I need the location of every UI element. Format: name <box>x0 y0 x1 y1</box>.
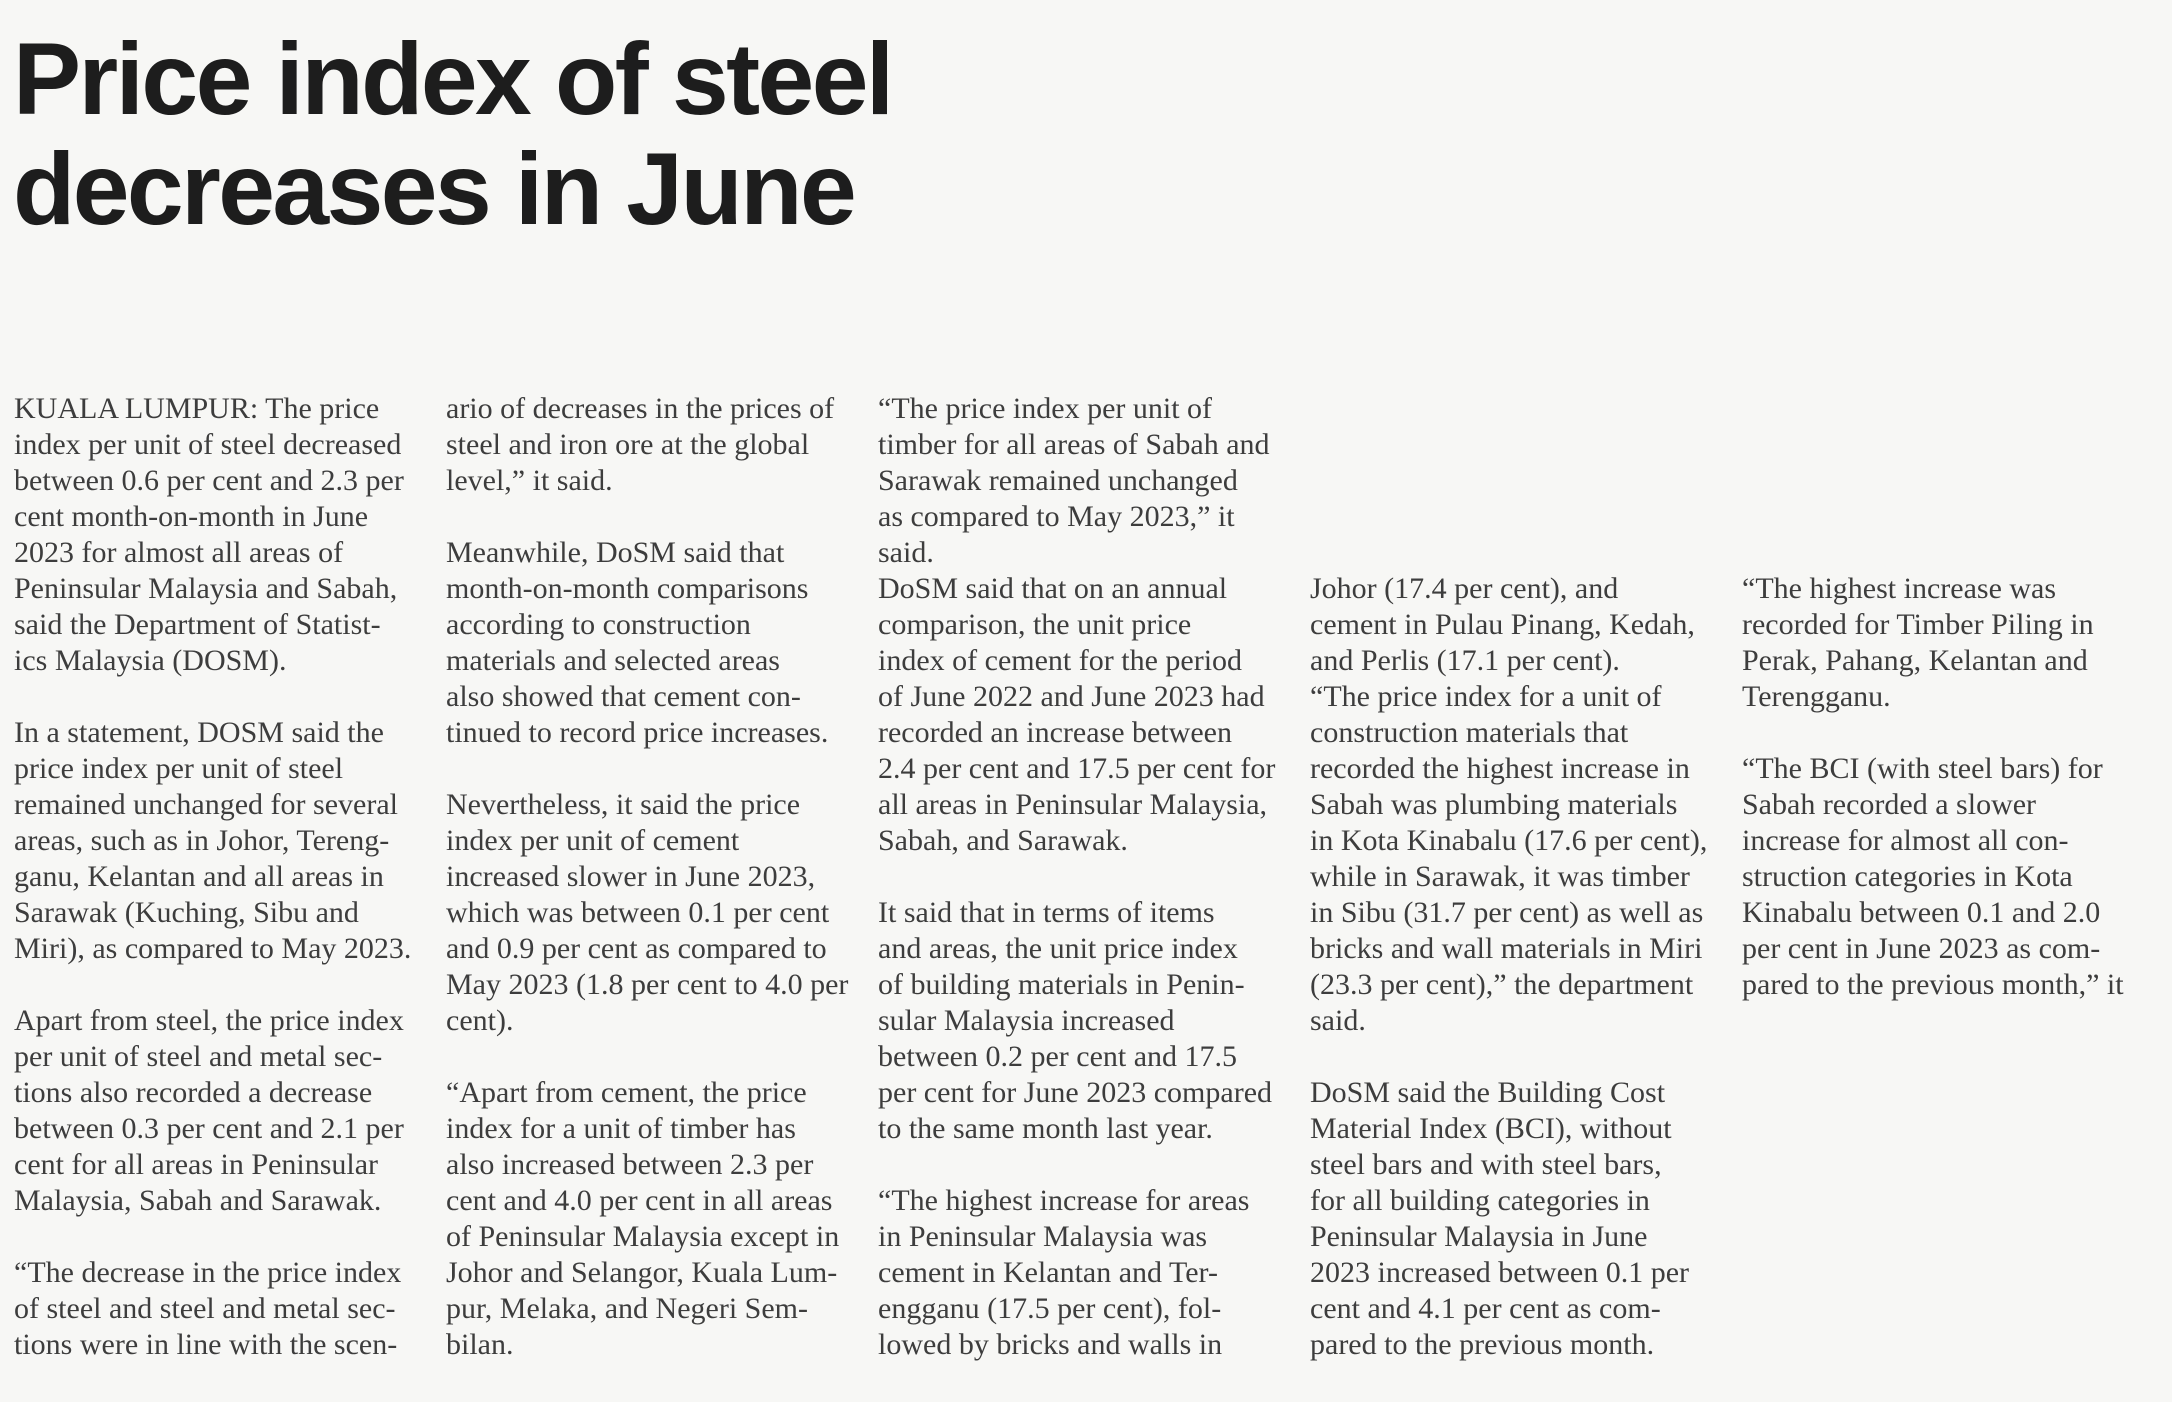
article-column-3: “The price index per unit of timber for … <box>878 392 1276 1361</box>
article-headline: Price index of steel decreases in June <box>13 22 894 246</box>
article-column-4: Johor (17.4 per cent), and cement in Pul… <box>1310 572 1708 1361</box>
article-column-5: “The highest increase was recorded for T… <box>1742 572 2124 1001</box>
article-column-2: ario of decreases in the prices of steel… <box>446 392 849 1361</box>
article-column-1: KUALA LUMPUR: The price index per unit o… <box>14 392 412 1361</box>
